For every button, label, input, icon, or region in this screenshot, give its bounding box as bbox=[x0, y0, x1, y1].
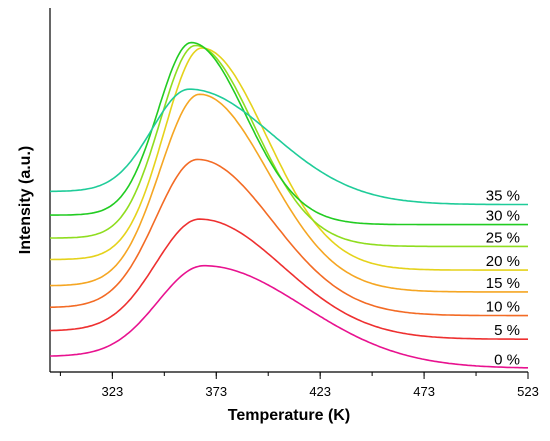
x-tick-label: 473 bbox=[413, 384, 435, 399]
x-tick-label: 373 bbox=[205, 384, 227, 399]
series-layer bbox=[49, 41, 528, 369]
series-label: 20 % bbox=[486, 253, 520, 270]
series-label: 30 % bbox=[486, 208, 520, 225]
series-line-15-percent bbox=[50, 93, 528, 293]
y-axis-title: Intensity (a.u.) bbox=[17, 146, 34, 254]
x-ticks: 323 373 423 473 523 bbox=[59, 372, 539, 399]
series-label: 0 % bbox=[494, 351, 520, 368]
series-line-10-percent bbox=[49, 158, 528, 317]
series-label: 25 % bbox=[486, 229, 520, 246]
x-axis-title: Temperature (K) bbox=[228, 407, 350, 424]
series-line-20-percent bbox=[50, 47, 528, 271]
series-line-0-percent bbox=[50, 264, 528, 369]
series-label: 35 % bbox=[486, 188, 520, 205]
series-line-5-percent bbox=[49, 218, 528, 340]
plot-area: 323 373 423 473 523 0 % 5 % 10 % 15 % 20 % 25 % 30… bbox=[49, 8, 539, 399]
x-tick-label: 423 bbox=[309, 384, 331, 399]
series-label: 15 % bbox=[486, 275, 520, 292]
x-tick-label: 523 bbox=[517, 384, 539, 399]
series-label: 5 % bbox=[494, 322, 520, 339]
x-tick-label: 323 bbox=[101, 384, 123, 399]
series-line-25-percent bbox=[50, 44, 528, 248]
series-labels: 0 % 5 % 10 % 15 % 20 % 25 % 30 % 35 % bbox=[486, 188, 520, 369]
series-line-30-percent bbox=[50, 41, 528, 226]
series-label: 10 % bbox=[486, 299, 520, 316]
series-line-35-percent bbox=[49, 88, 528, 206]
